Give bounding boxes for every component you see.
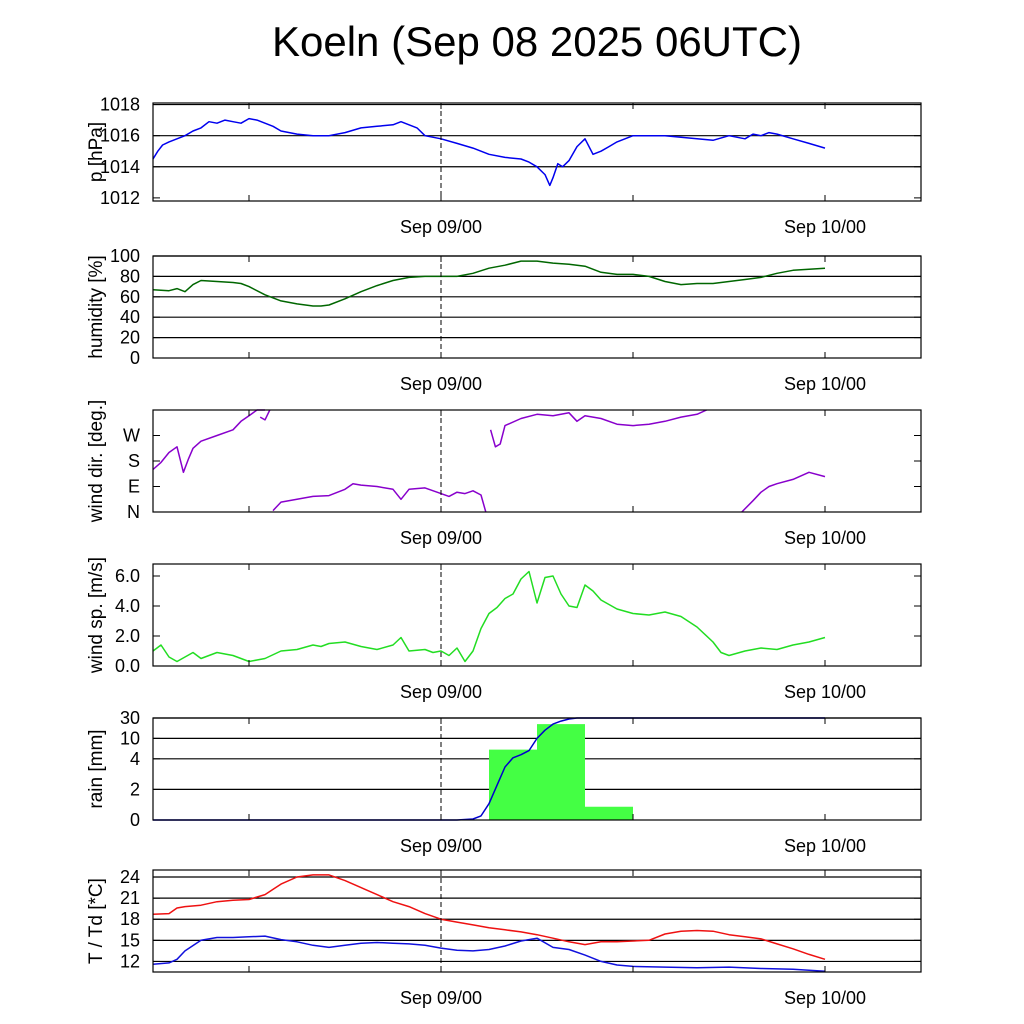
pressure-frame xyxy=(152,102,922,202)
rain-bar xyxy=(585,806,633,820)
humidity-series-0 xyxy=(152,260,826,307)
wind_direction-xtick-label: Sep 09/00 xyxy=(400,528,482,548)
rain-bar xyxy=(537,724,585,820)
humidity-xtick-label: Sep 10/00 xyxy=(784,374,866,394)
wind_direction-ytick-label: E xyxy=(128,477,140,497)
wind_direction-ytick-label: N xyxy=(127,502,140,522)
rain-ytick-label: 2 xyxy=(130,779,140,799)
temperature-xtick-label: Sep 10/00 xyxy=(784,988,866,1008)
wind_direction-series-2 xyxy=(272,482,487,513)
wind_direction-series-1 xyxy=(259,409,271,421)
rain-xtick-label: Sep 10/00 xyxy=(784,836,866,856)
wind_direction-ytick-label: W xyxy=(123,426,140,446)
wind_speed-ytick-label: 6.0 xyxy=(115,566,140,586)
pressure-ylabel: p [hPa] xyxy=(86,122,107,182)
wind_direction-series-3 xyxy=(489,409,707,448)
rain-ytick-label: 10 xyxy=(120,728,140,748)
wind_speed-ytick-label: 4.0 xyxy=(115,596,140,616)
wind_speed-xtick-label: Sep 09/00 xyxy=(400,682,482,702)
humidity-ytick-label: 0 xyxy=(130,348,140,368)
temperature-frame xyxy=(152,869,922,973)
wind_speed-xtick-label: Sep 10/00 xyxy=(784,682,866,702)
wind_speed-ytick-label: 0.0 xyxy=(115,656,140,676)
rain-ytick-label: 30 xyxy=(120,708,140,728)
rain-frame xyxy=(152,717,922,821)
humidity-ylabel: humidity [%] xyxy=(86,255,107,358)
wind_speed-series-0 xyxy=(152,570,826,663)
pressure-xtick-label: Sep 09/00 xyxy=(400,217,482,237)
humidity-ytick-label: 20 xyxy=(120,328,140,348)
pressure-ytick-label: 1012 xyxy=(100,188,140,208)
rain-ytick-label: 4 xyxy=(130,749,140,769)
temperature-ytick-label: 18 xyxy=(120,909,140,929)
rain-xtick-label: Sep 09/00 xyxy=(400,836,482,856)
humidity-ytick-label: 40 xyxy=(120,307,140,327)
humidity-ytick-label: 60 xyxy=(120,287,140,307)
wind_direction-xtick-label: Sep 10/00 xyxy=(784,528,866,548)
wind_direction-ytick-label: S xyxy=(128,451,140,471)
pressure-ytick-label: 1014 xyxy=(100,157,140,177)
temperature-xtick-label: Sep 09/00 xyxy=(400,988,482,1008)
wind_speed-ytick-label: 2.0 xyxy=(115,626,140,646)
rain-ylabel: rain [mm] xyxy=(86,729,107,808)
temperature-series-0 xyxy=(152,874,826,961)
pressure-ytick-label: 1016 xyxy=(100,126,140,146)
pressure-ytick-label: 1018 xyxy=(100,95,140,115)
wind_direction-series-0 xyxy=(152,409,265,474)
pressure-series-0 xyxy=(152,117,826,187)
humidity-xtick-label: Sep 09/00 xyxy=(400,374,482,394)
humidity-frame xyxy=(152,255,922,359)
rain-ytick-label: 0 xyxy=(130,810,140,830)
wind_direction-ylabel: wind dir. [deg.] xyxy=(86,400,107,524)
temperature-ytick-label: 12 xyxy=(120,951,140,971)
temperature-ytick-label: 15 xyxy=(120,930,140,950)
wind_direction-frame xyxy=(152,409,922,513)
wind_speed-ylabel: wind sp. [m/s] xyxy=(86,557,107,674)
temperature-series-1 xyxy=(152,935,826,973)
temperature-ytick-label: 24 xyxy=(120,867,140,887)
temperature-ytick-label: 21 xyxy=(120,888,140,908)
chart-title: Koeln (Sep 08 2025 06UTC) xyxy=(272,18,802,65)
temperature-ylabel: T / Td [*C] xyxy=(86,878,107,964)
wind_direction-series-4 xyxy=(741,471,826,513)
humidity-ytick-label: 80 xyxy=(120,266,140,286)
rain-bar xyxy=(489,749,537,820)
humidity-ytick-label: 100 xyxy=(110,246,140,266)
pressure-xtick-label: Sep 10/00 xyxy=(784,217,866,237)
wind_speed-frame xyxy=(152,563,922,667)
